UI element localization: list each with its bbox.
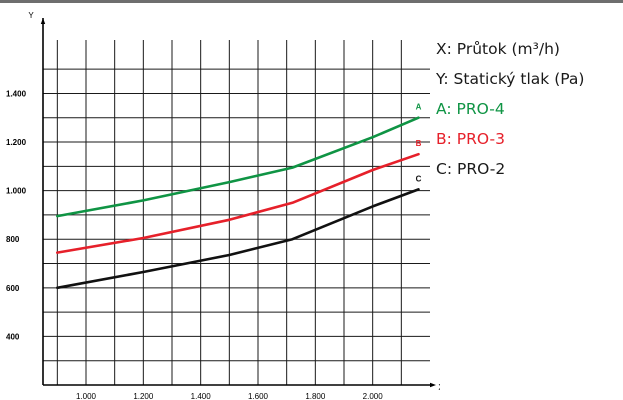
x-tick-label: 1.800 [305,392,326,400]
legend-y-definition: Y: Statický tlak (Pa) [436,70,585,88]
legend-x-definition: X: Průtok (m³/h) [436,40,560,58]
y-tick-label: 1.200 [6,138,27,147]
top-rule [0,0,623,3]
x-tick-label: 1.400 [191,392,212,400]
y-tick-label: 1.000 [6,187,27,196]
x-tick-label: 1.000 [76,392,97,400]
series-line-c [55,188,420,290]
legend-series-a: A: PRO-4 [436,100,505,118]
series-line-a [55,116,420,218]
pressure-flow-chart: YX 4006008001.0001.2001.4001.0001.2001.4… [6,11,440,400]
tick-labels: 400 600 800 1.000 1.200 1.400 1.000 1.200 1.400 1… [6,89,383,400]
series-end-label-c: C [416,174,422,183]
series-line-b [55,152,420,254]
series-lines: A B C [55,103,422,290]
legend-series-c: C: PRO-2 [436,160,506,178]
y-tick-label: 800 [6,235,20,244]
grid [43,40,430,385]
x-axis-arrow [430,382,436,388]
legend: X: Průtok (m³/h) Y: Statický tlak (Pa) A… [436,34,584,184]
x-tick-label: 2.000 [363,392,384,400]
y-axis-arrow [40,18,46,24]
y-tick-label: 1.400 [6,89,27,98]
axes: YX [28,11,440,392]
x-tick-label: 1.200 [133,392,154,400]
x-tick-label: 1.600 [248,392,269,400]
x-axis-title: X [438,383,440,392]
series-end-label-b: B [416,139,422,148]
legend-series-b: B: PRO-3 [436,130,505,148]
series-end-label-a: A [416,103,422,112]
y-tick-label: 400 [6,332,20,341]
y-tick-label: 600 [6,284,20,293]
y-axis-title: Y [28,11,34,20]
